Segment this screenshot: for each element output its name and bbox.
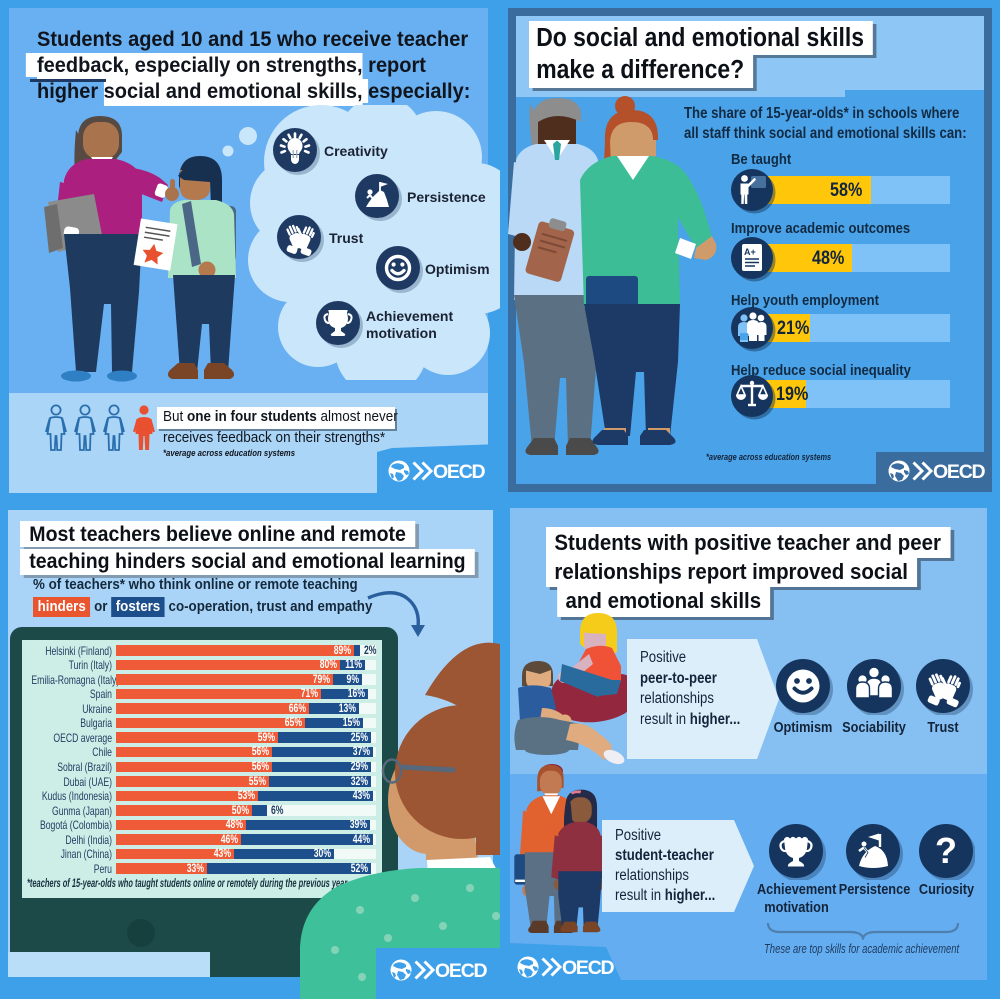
svg-text:OECD: OECD: [433, 461, 486, 483]
svg-text:OECD: OECD: [562, 957, 615, 979]
svg-text:OECD: OECD: [933, 461, 986, 483]
svg-text:OECD: OECD: [435, 960, 488, 982]
svg-text:A+: A+: [744, 247, 756, 257]
svg-text:?: ?: [935, 830, 957, 871]
